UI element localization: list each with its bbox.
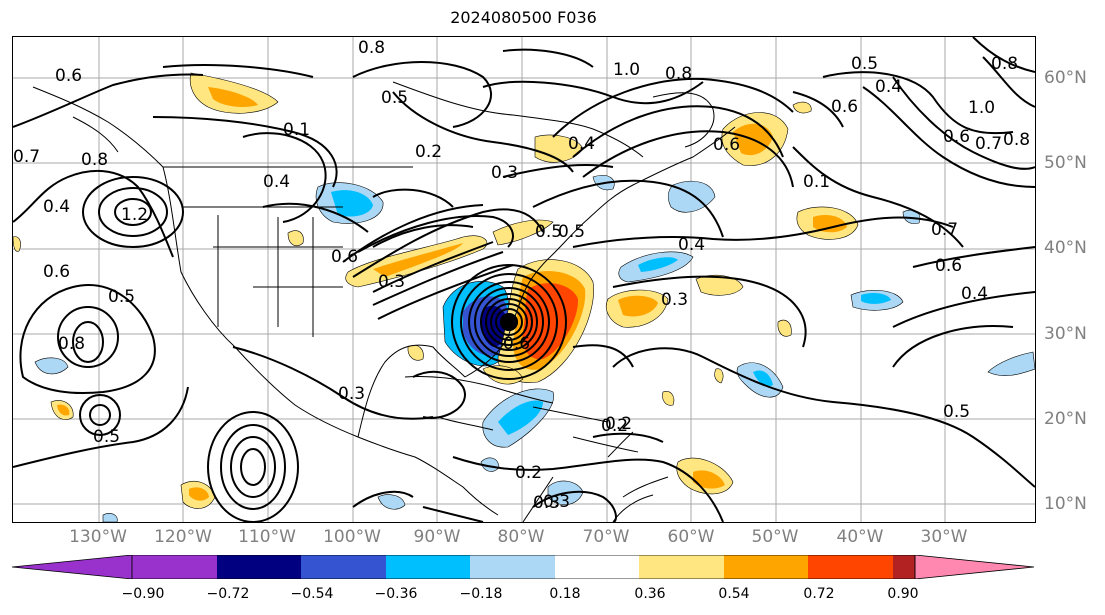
- colorbar-bin: [470, 555, 555, 579]
- contour-labels: 0.8 0.5 1.0 0.8 0.5 0.4 0.8 1.0 0.6 0.7 …: [13, 38, 1030, 513]
- colorbar-tick: 0.54: [718, 586, 750, 602]
- contour-label: 0.5: [943, 402, 970, 422]
- tropical-low-marker: [500, 313, 518, 331]
- colorbar: [12, 555, 1035, 579]
- contour-label: 0.5: [851, 54, 878, 74]
- longitude-label: 100°W: [323, 527, 381, 547]
- contour-label: 0.8: [1003, 130, 1030, 150]
- longitude-label: 60°W: [667, 527, 715, 547]
- contour-label: 0.8: [81, 150, 108, 170]
- longitude-label: 70°W: [582, 527, 630, 547]
- contour-label: 1.2: [121, 205, 148, 225]
- contour-label: 0.6: [55, 66, 82, 86]
- colorbar-bin: [301, 555, 386, 579]
- contour-label: 0.8: [665, 64, 692, 84]
- contour-label: 0.4: [43, 197, 70, 217]
- latitude-label: 20°N: [1044, 409, 1087, 429]
- contour-label: 0.5: [93, 427, 120, 447]
- colorbar-tick: 0.36: [634, 586, 666, 602]
- contour-label: 0.1: [283, 120, 310, 140]
- contour-label: 0.7: [13, 147, 40, 167]
- colorbar-bin: [217, 555, 301, 579]
- longitude-label: 50°W: [751, 527, 799, 547]
- colorbar-bin: [555, 555, 639, 579]
- contour-label: 0.6: [935, 256, 962, 276]
- colorbar-tick: −0.54: [290, 586, 334, 602]
- colorbar-bin: [893, 555, 915, 579]
- contour-label: 0.6: [713, 135, 740, 155]
- contour-label: 0.7: [931, 220, 958, 240]
- contour-label: 0.2: [515, 463, 542, 483]
- colorbar-bin: [724, 555, 808, 579]
- contour-label: 0.3: [491, 163, 518, 183]
- latitude-label: 30°N: [1044, 324, 1087, 344]
- contour-label: 0.6: [43, 262, 70, 282]
- colorbar-extend-low: [12, 555, 133, 579]
- contour-label: 0.1: [803, 172, 830, 192]
- pacific-high-ring-1: [82, 176, 184, 248]
- colorbar-tick: 0.72: [803, 586, 835, 602]
- longitude-label: 120°W: [154, 527, 212, 547]
- contour-label: 0.8: [58, 334, 85, 354]
- contour-label: 0.4: [263, 172, 290, 192]
- contour-label: 0.5: [381, 88, 408, 108]
- contour-label: 0.6: [503, 334, 530, 354]
- latitude-label: 10°N: [1044, 494, 1087, 514]
- colorbar-tick: −0.36: [374, 586, 418, 602]
- longitude-label: 80°W: [497, 527, 545, 547]
- colorbar-extend-high: [914, 555, 1035, 579]
- contour-label: 0.4: [961, 284, 988, 304]
- contour-label: 0.4: [568, 134, 595, 154]
- contour-label: 1.0: [613, 60, 640, 80]
- longitude-label: 90°W: [413, 527, 461, 547]
- colorbar-tick: 0.18: [549, 586, 581, 602]
- contour-label: 0.6: [943, 127, 970, 147]
- colorbar-bin: [808, 555, 893, 579]
- contour-label: 0.5: [108, 287, 135, 307]
- map-title: 2024080500 F036: [450, 8, 597, 27]
- colorbar-tick: −0.72: [206, 586, 250, 602]
- contour-label: 0.6: [831, 97, 858, 117]
- contour-label: 0.6: [331, 247, 358, 267]
- contour-label: 0.8: [358, 38, 385, 58]
- contour-label: 0.8: [991, 54, 1018, 74]
- contour-label: 0.4: [875, 77, 902, 97]
- map-canvas: 0.8 0.5 1.0 0.8 0.5 0.4 0.8 1.0 0.6 0.7 …: [13, 37, 1035, 522]
- contour-label: 0.4: [678, 235, 705, 255]
- contour-label: 1.0: [968, 98, 995, 118]
- latitude-label: 50°N: [1044, 153, 1087, 173]
- contour-label: 0.3: [661, 290, 688, 310]
- longitude-label: 110°W: [238, 527, 296, 547]
- contour-label: 0.2: [601, 416, 628, 436]
- coastlines: [32, 81, 736, 522]
- colorbar-tick: −0.90: [121, 586, 165, 602]
- contour-label: 0.3: [378, 272, 405, 292]
- colorbar-bin: [132, 555, 217, 579]
- latitude-label: 60°N: [1044, 68, 1087, 88]
- contour-lines: [13, 37, 1035, 522]
- hurricane-rings: [451, 264, 567, 380]
- contour-label: 0.3: [533, 493, 560, 513]
- contour-label: 0.5: [535, 222, 562, 242]
- longitude-label: 30°W: [920, 527, 968, 547]
- colorbar-bin: [639, 555, 724, 579]
- contour-label: 0.2: [605, 414, 632, 434]
- colorbar-tick: −0.18: [459, 586, 503, 602]
- colorbar-bin: [386, 555, 470, 579]
- latitude-label: 40°N: [1044, 238, 1087, 258]
- contour-label: 0.3: [338, 384, 365, 404]
- map-frame: 0.8 0.5 1.0 0.8 0.5 0.4 0.8 1.0 0.6 0.7 …: [12, 36, 1036, 523]
- contour-label: 0.2: [415, 142, 442, 162]
- longitude-label: 130°W: [69, 527, 127, 547]
- contour-label: 0.7: [975, 134, 1002, 154]
- contour-label: 0.3: [543, 492, 570, 512]
- longitude-label: 40°W: [836, 527, 884, 547]
- contour-label: 0.5: [558, 222, 585, 242]
- pacific-low-rings: [207, 411, 299, 522]
- colorbar-tick: 0.90: [887, 586, 919, 602]
